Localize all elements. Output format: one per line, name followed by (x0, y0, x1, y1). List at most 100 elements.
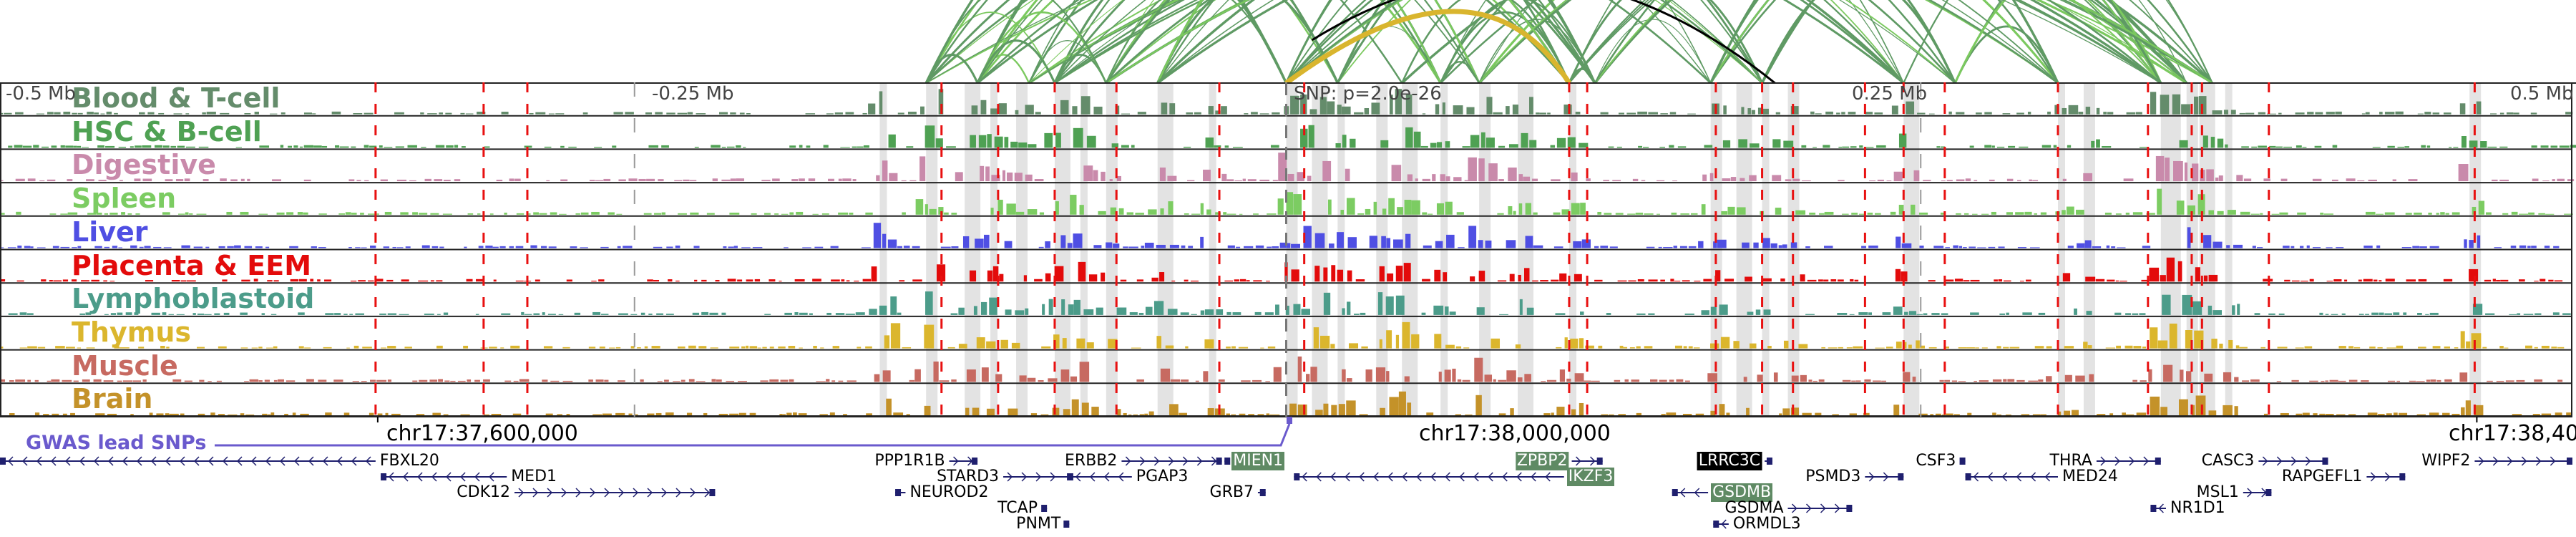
signal-bin (2306, 245, 2310, 248)
signal-bin (799, 178, 805, 182)
signal-bin (1080, 96, 1091, 115)
gene-label-csf3[interactable]: CSF3 (1916, 452, 1956, 470)
gene-label-grb7[interactable]: GRB7 (1209, 483, 1254, 501)
signal-bin (1113, 243, 1120, 248)
signal-bin (919, 156, 926, 182)
gene-label-med24[interactable]: MED24 (2062, 468, 2118, 485)
track-digestive (0, 153, 2575, 182)
signal-bin (2499, 146, 2508, 148)
gene-label-stard3[interactable]: STARD3 (937, 468, 1000, 485)
signal-bin (2499, 112, 2504, 115)
signal-bin (1566, 378, 1571, 382)
signal-bin (9, 379, 14, 382)
gene-label-wipf2[interactable]: WIPF2 (2421, 452, 2471, 470)
signal-bin (364, 112, 374, 115)
signal-bin (171, 280, 180, 282)
signal-bin (142, 145, 152, 148)
gene-label-cdk12[interactable]: CDK12 (457, 483, 510, 501)
signal-bin (1200, 310, 1205, 315)
signal-bin (2393, 412, 2398, 415)
gene-label-gsdmb[interactable]: GSDMB (1711, 483, 1773, 502)
gene-label-rapgefl1[interactable]: RAPGEFL1 (2281, 468, 2363, 485)
gene-label-ormdl3[interactable]: ORMDL3 (1732, 515, 1801, 533)
gene-label-casc3[interactable]: CASC3 (2201, 452, 2255, 470)
signal-bin (1093, 170, 1098, 182)
gene-label-med1[interactable]: MED1 (511, 468, 557, 485)
signal-bin (2097, 414, 2106, 415)
strand-arrow (1883, 472, 1889, 482)
track-lymphoblastoid (8, 291, 2571, 315)
signal-bin (689, 180, 697, 182)
signal-bin (119, 347, 130, 349)
strand-arrow (1089, 472, 1096, 482)
signal-bin (1928, 280, 1936, 282)
gene-label-mien1[interactable]: MIEN1 (1231, 452, 1285, 470)
signal-bin (1402, 321, 1410, 349)
signal-bin (2443, 112, 2451, 115)
signal-bin (387, 313, 397, 315)
signal-bin (1561, 209, 1570, 215)
gene-label-zpbp2[interactable]: ZPBP2 (1515, 452, 1569, 470)
signal-bin (2371, 312, 2379, 315)
gene-label-ikzf3[interactable]: IKZF3 (1566, 468, 1615, 486)
signal-bin (849, 213, 854, 215)
signal-bin (1972, 213, 1978, 215)
signal-bin (82, 379, 90, 382)
signal-bin (325, 313, 334, 315)
gene-model-pnmt (1063, 521, 1070, 528)
signal-bin (2126, 112, 2136, 115)
gene-label-erbb2[interactable]: ERBB2 (1065, 452, 1118, 470)
gene-label-tcap[interactable]: TCAP (997, 499, 1038, 517)
signal-bin (2275, 146, 2283, 148)
signal-bin (409, 180, 416, 182)
signal-bin (358, 280, 366, 282)
gene-label-psmd3[interactable]: PSMD3 (1805, 468, 1861, 485)
signal-bin (661, 212, 665, 215)
signal-bin (1992, 412, 1996, 415)
gene-label-fbxl20[interactable]: FBXL20 (379, 452, 439, 470)
signal-bin (733, 246, 738, 248)
signal-bin (376, 379, 387, 382)
signal-bin (431, 246, 439, 248)
signal-bin (1710, 343, 1719, 349)
gene-label-thra[interactable]: THRA (2049, 452, 2092, 470)
signal-bin (1823, 145, 1830, 148)
signal-bin (2029, 179, 2032, 182)
signal-bin (158, 112, 165, 115)
signal-bin (1081, 402, 1089, 415)
signal-bin (615, 412, 625, 415)
strand-arrow (1545, 472, 1551, 482)
signal-bin (1444, 369, 1451, 382)
signal-bin (155, 145, 162, 148)
signal-bin (1958, 347, 1967, 349)
signal-bin (666, 112, 675, 115)
signal-bin (203, 179, 209, 182)
strand-arrow (1531, 472, 1536, 482)
signal-bin (2208, 210, 2215, 215)
gene-label-pnmt[interactable]: PNMT (1016, 515, 1061, 533)
signal-bin (439, 112, 443, 115)
signal-bin (1676, 379, 1684, 382)
gene-label-nr1d1[interactable]: NR1D1 (2170, 499, 2225, 517)
strand-arrow (293, 456, 300, 466)
gene-label-ppp1r1b[interactable]: PPP1R1B (874, 452, 945, 470)
signal-bin (2386, 347, 2396, 349)
signal-bin (2426, 145, 2431, 148)
signal-bin (524, 145, 532, 148)
signal-bin (1579, 402, 1584, 415)
coordinate-ruler (0, 417, 2572, 529)
gene-label-msl1[interactable]: MSL1 (2196, 483, 2239, 501)
gene-label-pgap3[interactable]: PGAP3 (1136, 468, 1189, 485)
signal-bin (184, 380, 192, 382)
signal-bin (1348, 343, 1359, 349)
signal-bin (2417, 113, 2424, 115)
gene-label-lrrc3c[interactable]: LRRC3C (1697, 452, 1762, 470)
signal-bin (1006, 203, 1016, 215)
gene-label-gsdma[interactable]: GSDMA (1724, 499, 1784, 517)
signal-bin (1433, 305, 1444, 315)
signal-bin (1203, 371, 1209, 382)
track-hsc-b-cell (8, 125, 2576, 148)
signal-bin (2019, 146, 2029, 148)
gene-label-neurod2[interactable]: NEUROD2 (909, 483, 989, 501)
signal-bin (1386, 238, 1391, 248)
